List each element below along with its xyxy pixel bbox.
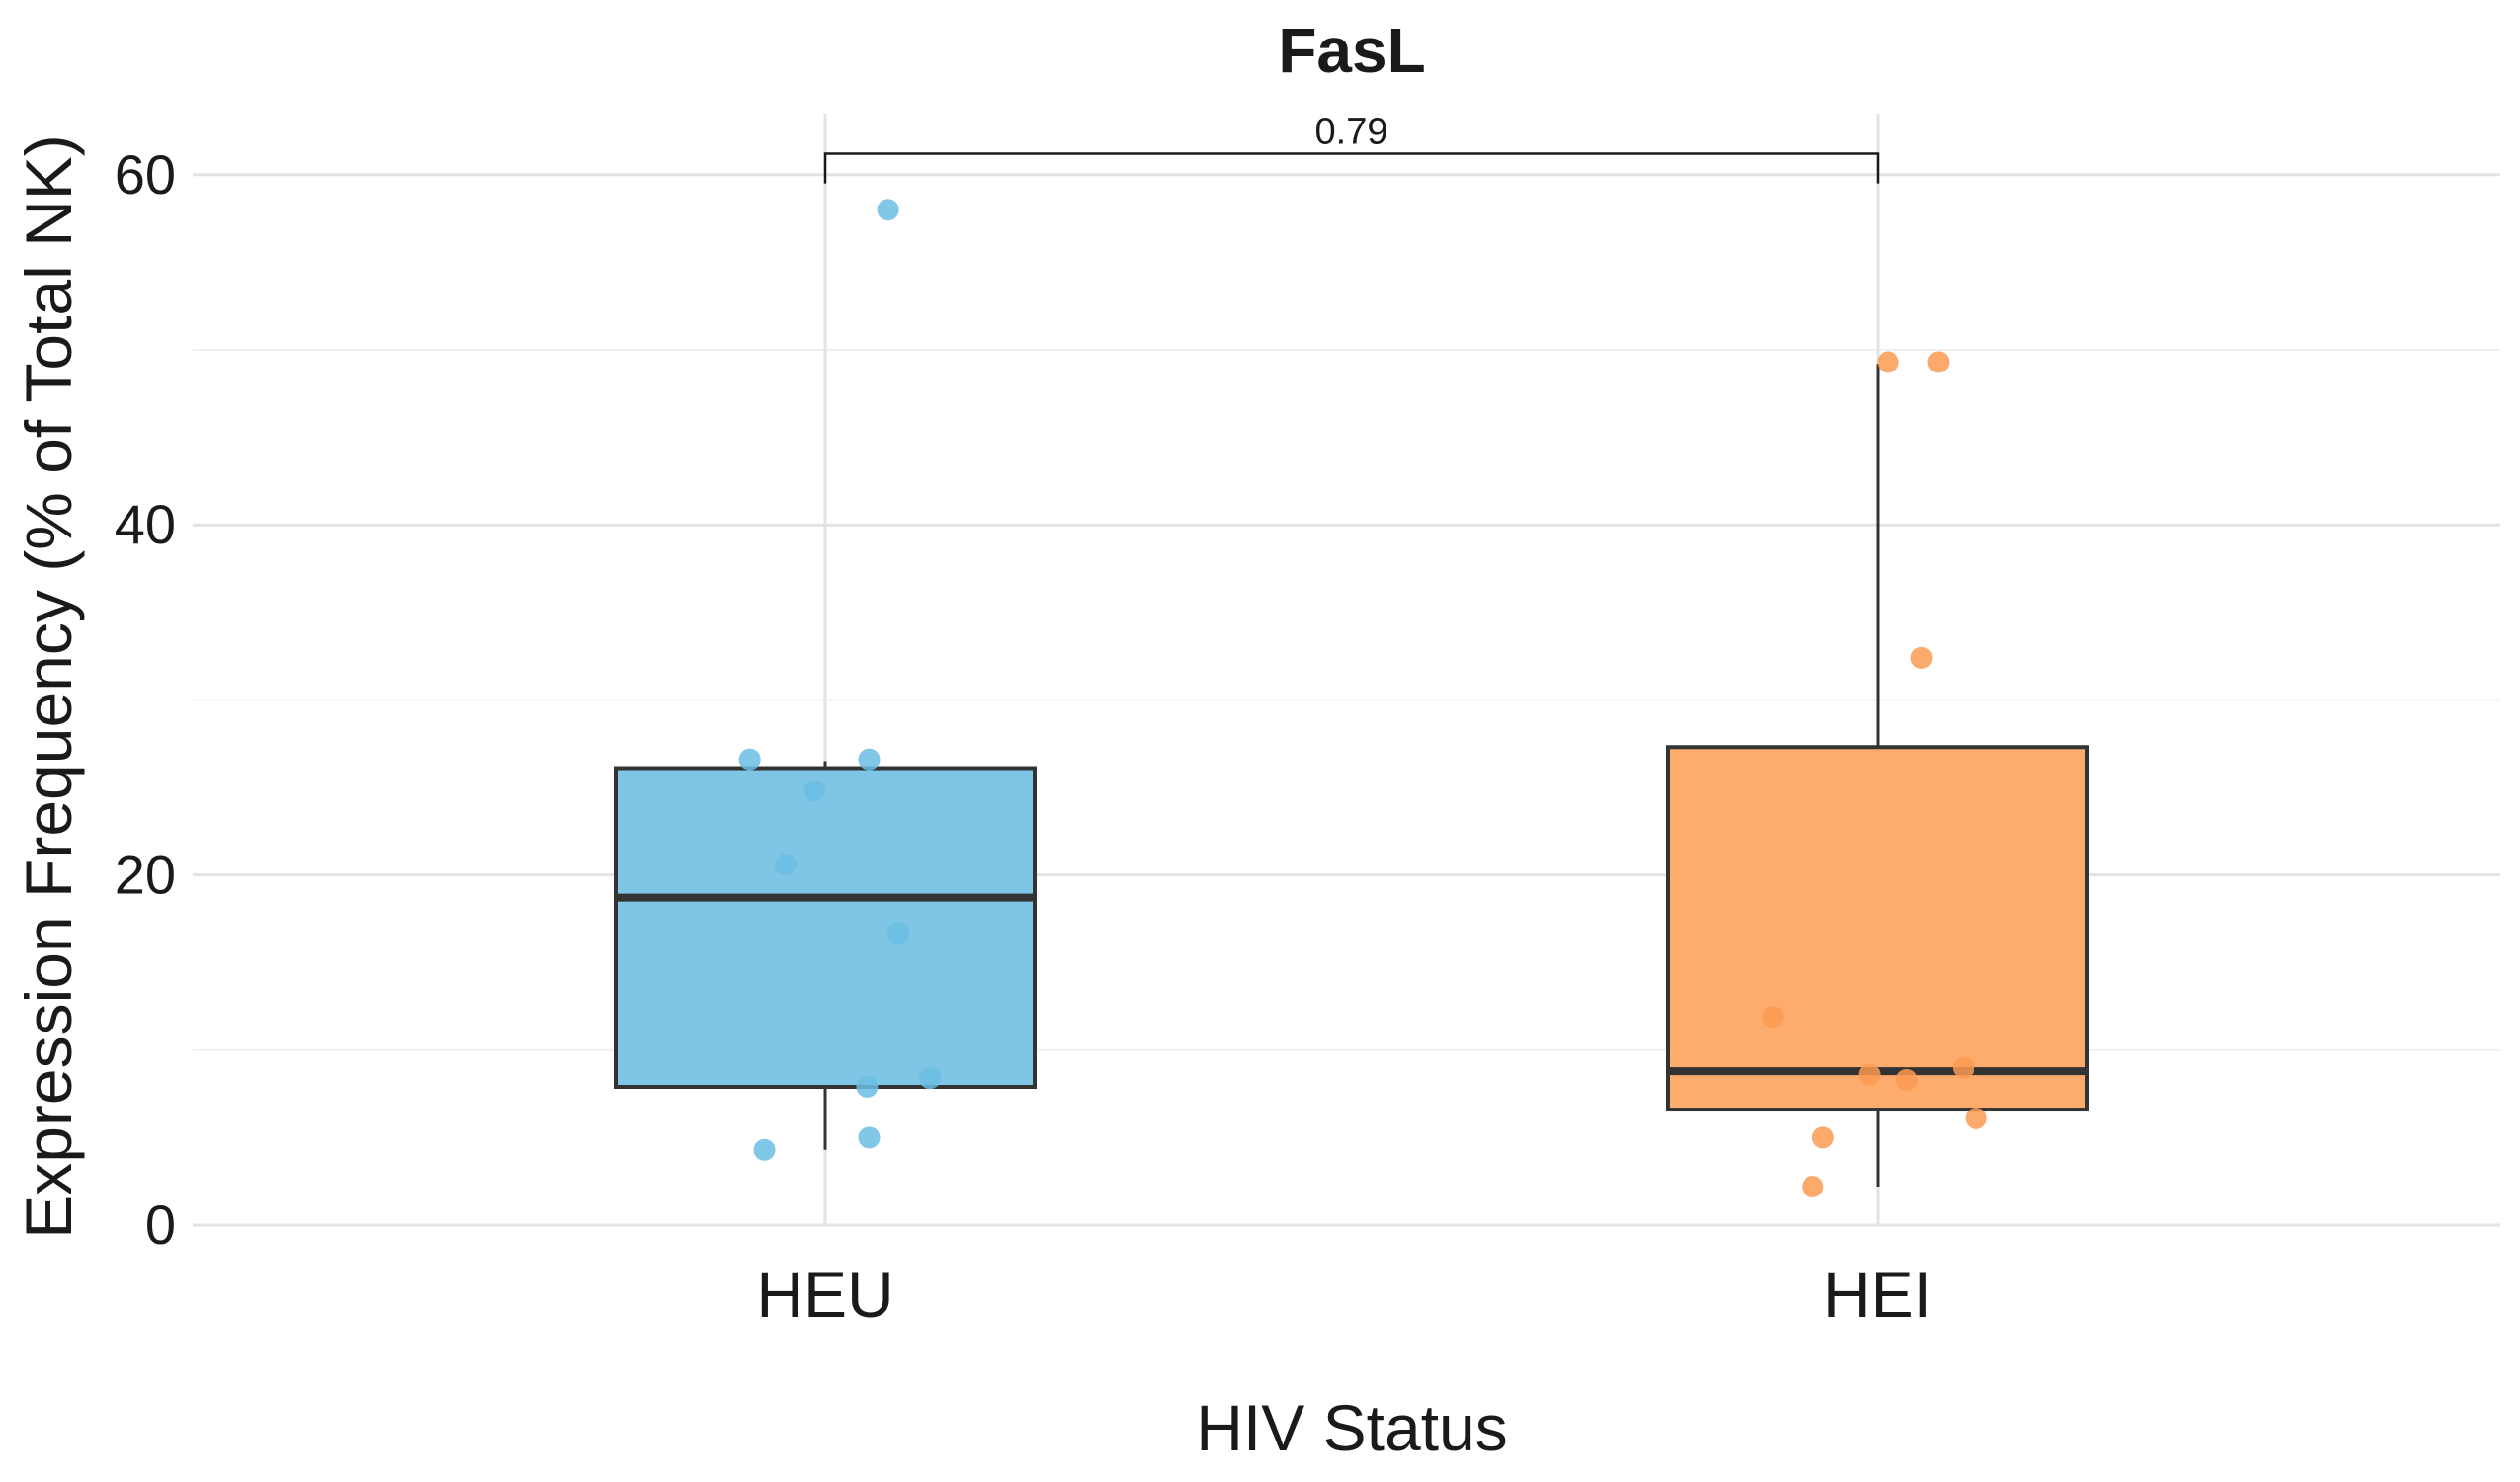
p-value-label: 0.79	[1315, 112, 1388, 153]
data-point	[1877, 351, 1899, 373]
data-point	[1811, 1126, 1834, 1149]
data-point	[1952, 1056, 1974, 1079]
data-point	[753, 1138, 776, 1161]
y-tick-label: 0	[145, 1194, 176, 1256]
x-tick-label: HEU	[756, 1258, 893, 1331]
data-point	[1927, 351, 1950, 373]
data-point	[1802, 1176, 1824, 1198]
y-axis-title: Expression Frequency (% of Total NK)	[12, 134, 85, 1239]
data-point	[858, 1126, 881, 1149]
x-axis-title: HIV Status	[1196, 1391, 1507, 1464]
y-tick-label: 40	[115, 493, 176, 555]
comparison-bracket: 0.79	[823, 112, 1880, 184]
box-hei	[1666, 745, 2089, 1112]
chart-title: FasL	[1278, 15, 1425, 86]
box-heu	[614, 766, 1037, 1090]
y-axis-ticks: 0 20 40 60	[115, 143, 176, 1256]
comparison-bracket-line	[823, 152, 1880, 184]
y-tick-label: 60	[115, 143, 176, 206]
data-point	[919, 1067, 941, 1090]
data-point	[1965, 1107, 1987, 1129]
data-point	[1762, 1006, 1784, 1029]
data-point	[1910, 646, 1933, 669]
y-tick-label: 20	[115, 844, 176, 906]
data-point	[803, 780, 826, 802]
data-point	[1858, 1063, 1881, 1086]
data-point	[774, 853, 797, 875]
x-axis-ticks: HEU HEI	[756, 1258, 1932, 1331]
data-point	[887, 922, 910, 945]
x-tick-label: HEI	[1823, 1258, 1932, 1331]
data-point	[858, 748, 881, 771]
points	[738, 199, 1987, 1198]
data-point	[1895, 1068, 1918, 1091]
grid	[193, 114, 2500, 1227]
data-point	[877, 199, 899, 221]
data-point	[738, 748, 761, 771]
data-point	[856, 1076, 879, 1099]
boxes	[614, 364, 2089, 1188]
